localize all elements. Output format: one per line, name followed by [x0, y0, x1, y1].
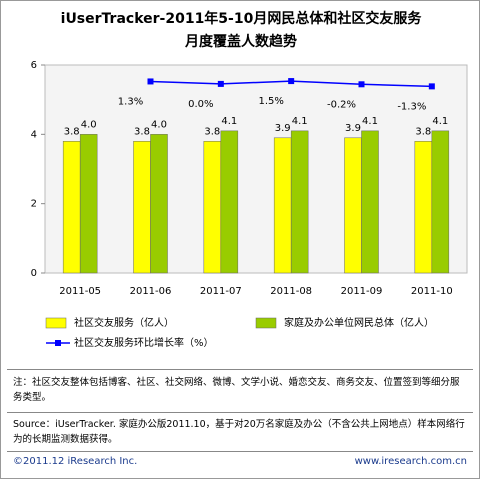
line-label: 0.0% — [188, 99, 213, 110]
line-label: -1.3% — [397, 101, 426, 112]
bar — [79, 134, 98, 274]
y-tick-label: 2 — [31, 199, 37, 210]
y-tick-label: 6 — [31, 60, 37, 71]
divider — [7, 451, 473, 452]
x-tick-label: 2011-05 — [59, 286, 101, 297]
legend-label: 社区交友服务（亿人） — [74, 316, 174, 329]
y-tick-label: 0 — [31, 268, 37, 279]
copyright: ©2011.12 iResearch Inc. — [13, 456, 138, 467]
website: www.iresearch.com.cn — [354, 456, 467, 467]
bar — [361, 130, 379, 274]
line-label: 1.3% — [118, 96, 143, 107]
bar — [150, 134, 168, 274]
x-tick-label: 2011-06 — [130, 286, 172, 297]
line-marker — [147, 78, 154, 85]
legend-swatch — [45, 317, 67, 329]
bar-label: 4.1 — [432, 116, 448, 127]
bar-label: 4.0 — [81, 119, 97, 130]
legend-marker — [55, 340, 61, 346]
bar-label: 3.9 — [275, 123, 291, 134]
bar — [431, 130, 450, 274]
bar-label: 3.8 — [134, 126, 150, 137]
bar-label: 4.1 — [362, 116, 378, 127]
x-tick-label: 2011-07 — [200, 286, 242, 297]
bar — [414, 141, 433, 274]
x-tick-label: 2011-08 — [270, 286, 312, 297]
bar — [62, 141, 81, 274]
chart: iUserTracker-2011年5-10月网民总体和社区交友服务 月度覆盖人… — [31, 10, 468, 349]
bar — [133, 141, 151, 274]
bar — [290, 130, 309, 274]
bar-label: 4.1 — [292, 116, 308, 127]
legend-swatch — [255, 317, 277, 329]
line-label: 1.5% — [258, 96, 283, 107]
legend-label: 社区交友服务环比增长率（%） — [74, 336, 214, 349]
bar — [203, 141, 222, 274]
divider — [7, 369, 473, 370]
source: Source：iUserTracker. 家庭办公版2011.10，基于对20万… — [13, 419, 465, 445]
line-marker — [358, 81, 365, 88]
chart-title: iUserTracker-2011年5-10月网民总体和社区交友服务 — [61, 10, 423, 27]
x-tick-label: 2011-09 — [341, 286, 383, 297]
legend-label: 家庭及办公单位网民总体（亿人） — [284, 316, 434, 329]
chart-subtitle: 月度覆盖人数趋势 — [184, 33, 297, 50]
note: 注：社区交友整体包括博客、社区、社交网络、微博、文学小说、婚恋交友、商务交友、位… — [13, 377, 460, 403]
line-label: -0.2% — [327, 99, 356, 110]
bar — [220, 130, 239, 274]
bar-label: 4.1 — [221, 116, 237, 127]
bar-label: 3.8 — [64, 126, 80, 137]
bar — [344, 137, 362, 274]
plot-area — [44, 64, 468, 274]
bar-label: 3.9 — [345, 123, 361, 134]
divider — [7, 412, 473, 413]
bar-label: 4.0 — [151, 119, 167, 130]
line-marker — [217, 80, 224, 87]
line-marker — [288, 78, 295, 85]
line-marker — [428, 83, 435, 90]
y-tick-label: 4 — [31, 129, 37, 140]
x-tick-label: 2011-10 — [411, 286, 453, 297]
bar-label: 3.8 — [415, 126, 431, 137]
bar-label: 3.8 — [204, 126, 220, 137]
bar — [273, 137, 292, 274]
